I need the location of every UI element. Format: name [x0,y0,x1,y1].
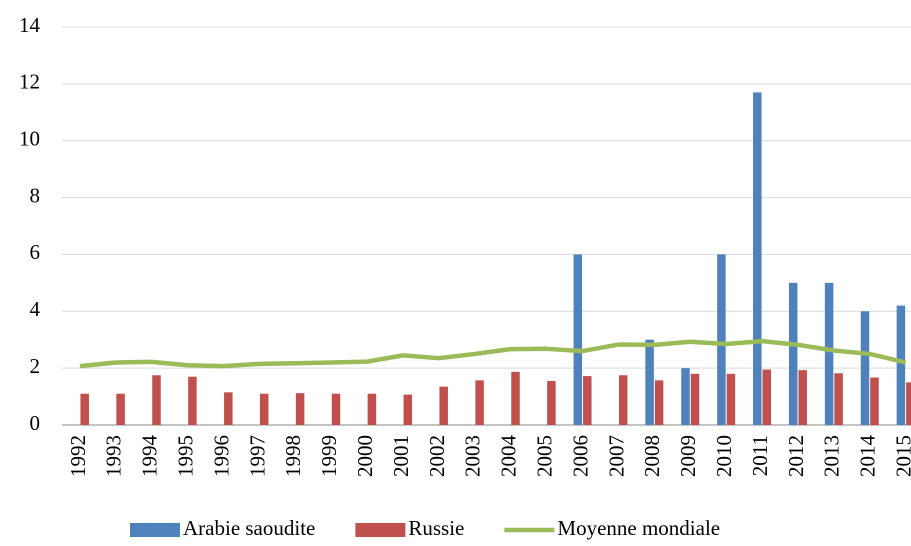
x-tick-label: 2006 [568,435,592,477]
bar [681,368,690,425]
x-tick-label: 1999 [317,435,341,477]
bar [717,254,726,425]
bar [860,311,870,425]
legend-swatch [355,523,406,537]
x-tick-label: 1994 [138,435,162,478]
x-tick-label: 2015 [891,435,911,477]
bar [188,376,197,425]
bar [152,375,161,425]
bar [547,380,556,425]
x-tick-label: 2008 [640,435,664,477]
bar [788,282,798,425]
bar [259,393,269,425]
line [79,338,907,369]
bar [690,373,700,425]
x-tick-label: 1997 [245,435,269,477]
bar [645,339,654,425]
x-tick-label: 2009 [676,435,700,477]
x-tick-label: 2002 [425,435,449,477]
bar [403,394,413,425]
bar [295,393,305,425]
x-tick-label: 2007 [604,435,628,477]
bar [116,393,125,425]
x-tick-label: 1998 [281,435,305,477]
x-tick-label: 1996 [209,435,233,477]
legend-label: Arabie saoudite [183,516,315,540]
x-tick-label: 2001 [389,435,413,477]
y-tick-label: 0 [30,411,41,435]
bar [583,376,592,425]
bar [654,380,664,425]
y-tick-label: 6 [30,240,41,264]
bar [762,369,772,425]
bar [726,373,736,425]
bar [80,393,89,425]
x-tick-label: 2012 [784,435,808,477]
y-tick-label: 12 [19,70,40,94]
legend-label: Moyenne mondiale [557,516,720,540]
bar [753,92,762,425]
x-tick-label: 2004 [497,435,521,478]
bar [475,380,484,425]
bar [439,386,448,425]
bar [896,305,906,425]
x-tick-label: 2003 [461,435,485,477]
y-tick-label: 14 [19,13,41,37]
bar [618,375,628,425]
bar [834,373,843,425]
bar [573,254,583,425]
x-tick-label: 2005 [532,435,556,477]
x-tick-label: 2000 [353,435,377,477]
bar [824,282,834,425]
bar [511,371,520,425]
legend-label: Russie [408,516,464,540]
y-tick-label: 10 [19,127,40,151]
y-tick-label: 8 [30,183,41,207]
bar [870,377,879,425]
x-tick-label: 1995 [173,435,197,477]
y-tick-label: 4 [30,297,41,321]
x-tick-label: 2014 [856,435,880,478]
x-tick-label: 1992 [66,435,90,477]
x-tick-label: 1993 [102,435,126,477]
y-tick-label: 2 [30,354,41,378]
x-tick-label: 2010 [712,435,736,477]
bar [224,392,233,425]
x-tick-label: 2011 [748,435,772,476]
bar [331,393,341,425]
bar [906,382,911,425]
bar [798,370,807,425]
x-tick-label: 2013 [820,435,844,477]
legend-swatch [130,523,180,537]
bar [367,393,377,425]
